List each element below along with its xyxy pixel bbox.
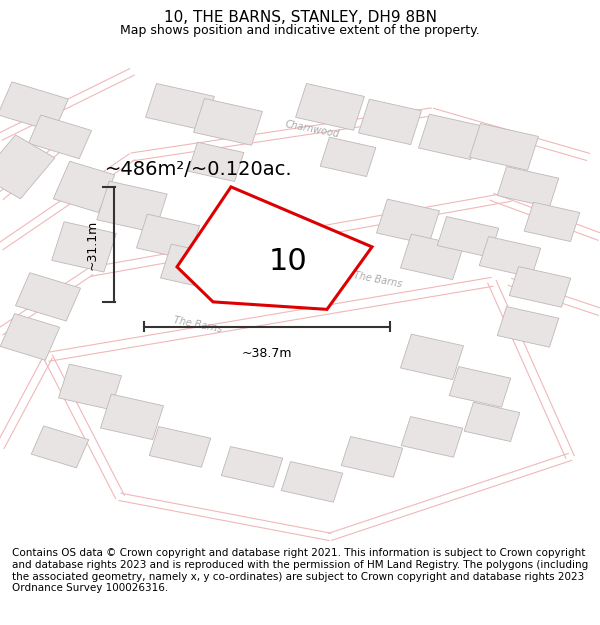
Polygon shape [509, 267, 571, 307]
Polygon shape [0, 82, 68, 132]
Text: ~486m²/~0.120ac.: ~486m²/~0.120ac. [105, 160, 293, 179]
Polygon shape [479, 237, 541, 277]
Polygon shape [497, 307, 559, 347]
Polygon shape [177, 187, 372, 309]
Text: 10: 10 [269, 248, 307, 276]
Polygon shape [449, 367, 511, 407]
Polygon shape [281, 462, 343, 502]
Polygon shape [31, 426, 89, 468]
Polygon shape [160, 244, 224, 289]
Polygon shape [52, 222, 116, 272]
Polygon shape [0, 314, 60, 360]
Polygon shape [320, 138, 376, 176]
Polygon shape [376, 199, 440, 244]
Polygon shape [146, 84, 214, 130]
Polygon shape [401, 417, 463, 457]
Polygon shape [53, 161, 115, 212]
Polygon shape [497, 167, 559, 207]
Polygon shape [358, 99, 422, 144]
Polygon shape [149, 427, 211, 467]
Polygon shape [400, 334, 464, 379]
Polygon shape [16, 272, 80, 321]
Polygon shape [221, 447, 283, 487]
Polygon shape [136, 214, 200, 259]
Polygon shape [296, 84, 364, 130]
Text: Contains OS data © Crown copyright and database right 2021. This information is : Contains OS data © Crown copyright and d… [12, 548, 588, 593]
Polygon shape [28, 115, 92, 159]
Text: 10, THE BARNS, STANLEY, DH9 8BN: 10, THE BARNS, STANLEY, DH9 8BN [163, 10, 437, 25]
Polygon shape [97, 181, 167, 232]
Polygon shape [437, 217, 499, 257]
Polygon shape [341, 437, 403, 477]
Polygon shape [400, 234, 464, 279]
Polygon shape [100, 394, 164, 439]
Text: The Barns: The Barns [173, 315, 223, 334]
Text: ~38.7m: ~38.7m [242, 347, 292, 360]
Text: ~31.1m: ~31.1m [86, 219, 99, 269]
Text: Charnwood: Charnwood [284, 119, 340, 139]
Polygon shape [188, 142, 244, 181]
Text: Map shows position and indicative extent of the property.: Map shows position and indicative extent… [120, 24, 480, 36]
Polygon shape [464, 402, 520, 441]
Polygon shape [470, 124, 538, 170]
Polygon shape [418, 114, 482, 159]
Polygon shape [194, 99, 262, 145]
Polygon shape [0, 135, 55, 199]
Polygon shape [58, 364, 122, 409]
Text: The Barns: The Barns [353, 270, 403, 289]
Polygon shape [524, 202, 580, 241]
